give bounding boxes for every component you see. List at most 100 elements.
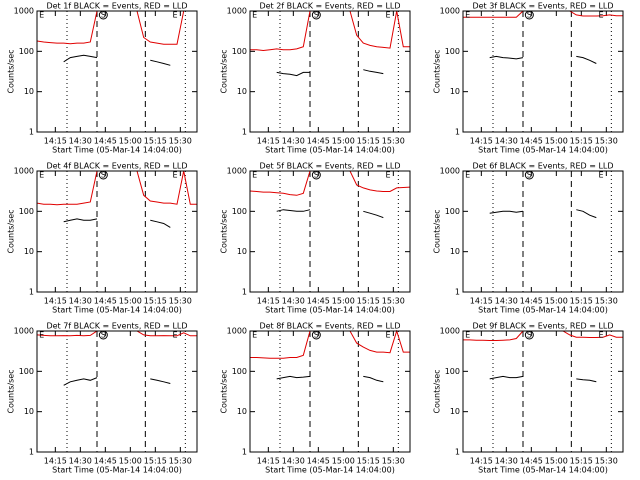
y-tick-label: 1 bbox=[29, 288, 34, 297]
x-tick-label: 15:30 bbox=[382, 297, 405, 306]
plot-frame bbox=[462, 10, 624, 133]
x-tick-label: 15:15 bbox=[570, 297, 593, 306]
x-tick-label: 14:45 bbox=[307, 457, 330, 466]
y-tick-label: 1000 bbox=[227, 327, 247, 336]
y-tick-label: 1 bbox=[29, 448, 34, 457]
y-tick-label: 10 bbox=[450, 407, 460, 416]
x-tick-label: 15:30 bbox=[169, 137, 192, 146]
annotation: S bbox=[527, 171, 532, 180]
y-tick-label: 100 bbox=[445, 367, 460, 376]
x-tick-label: 15:30 bbox=[595, 297, 618, 306]
y-tick-label: 10 bbox=[24, 407, 34, 416]
plot-frame bbox=[249, 330, 411, 453]
annotation: S bbox=[101, 11, 106, 20]
y-tick-label: 10 bbox=[450, 247, 460, 256]
x-tick-label: 15:15 bbox=[144, 297, 167, 306]
y-tick-label: 10 bbox=[237, 247, 247, 256]
chart-title: Det 5f BLACK = Events, RED = LLD bbox=[259, 162, 400, 171]
panel: Det 9f BLACK = Events, RED = LLD Start Ti… bbox=[433, 322, 624, 475]
x-tick-label: 14:30 bbox=[69, 137, 92, 146]
y-tick-label: 10 bbox=[24, 247, 34, 256]
panel: Det 1f BLACK = Events, RED = LLD Start Ti… bbox=[7, 2, 198, 155]
y-tick-label: 1000 bbox=[440, 7, 460, 16]
x-axis-label: Start Time (05-Mar-14 14:04:00) bbox=[265, 306, 395, 315]
y-tick-label: 10 bbox=[24, 87, 34, 96]
x-tick-label: 14:45 bbox=[94, 457, 117, 466]
x-axis-label: Start Time (05-Mar-14 14:04:00) bbox=[265, 466, 395, 475]
x-tick-label: 15:30 bbox=[382, 137, 405, 146]
y-tick-label: 1 bbox=[242, 288, 247, 297]
y-axis-label: Counts/sec bbox=[433, 209, 442, 253]
x-tick-label: 14:45 bbox=[520, 297, 543, 306]
chart-title: Det 8f BLACK = Events, RED = LLD bbox=[259, 322, 400, 331]
x-tick-label: 14:15 bbox=[44, 297, 67, 306]
plot-frame bbox=[36, 10, 198, 133]
x-tick-label: 14:15 bbox=[257, 137, 280, 146]
annotation: S bbox=[314, 331, 319, 340]
x-tick-label: 15:00 bbox=[545, 137, 568, 146]
x-tick-label: 14:30 bbox=[495, 297, 518, 306]
y-tick-label: 1 bbox=[242, 448, 247, 457]
annotation: E bbox=[39, 331, 44, 340]
x-tick-label: 14:30 bbox=[282, 297, 305, 306]
y-tick-label: 1 bbox=[242, 128, 247, 137]
x-tick-label: 14:15 bbox=[44, 137, 67, 146]
y-tick-label: 1000 bbox=[14, 7, 34, 16]
annotation: E bbox=[385, 11, 390, 20]
x-tick-label: 14:45 bbox=[94, 137, 117, 146]
annotation: E bbox=[598, 331, 603, 340]
x-axis-label: Start Time (05-Mar-14 14:04:00) bbox=[52, 306, 182, 315]
annotation: E bbox=[465, 171, 470, 180]
x-tick-label: 15:15 bbox=[357, 137, 380, 146]
plot-frame bbox=[249, 10, 411, 133]
x-tick-label: 14:15 bbox=[470, 457, 493, 466]
y-tick-label: 1000 bbox=[440, 327, 460, 336]
x-tick-label: 15:15 bbox=[357, 457, 380, 466]
annotation: E bbox=[172, 171, 177, 180]
annotation: E bbox=[172, 331, 177, 340]
data-line bbox=[276, 69, 384, 77]
y-axis-label: Counts/sec bbox=[7, 369, 16, 413]
y-axis-label: Counts/sec bbox=[220, 49, 229, 93]
x-axis-label: Start Time (05-Mar-14 14:04:00) bbox=[52, 146, 182, 155]
plot-frame bbox=[462, 330, 624, 453]
x-axis-label: Start Time (05-Mar-14 14:04:00) bbox=[478, 146, 608, 155]
x-tick-label: 14:15 bbox=[470, 297, 493, 306]
annotation: E bbox=[598, 11, 603, 20]
x-tick-label: 15:30 bbox=[595, 137, 618, 146]
panel: Det 3f BLACK = Events, RED = LLD Start Ti… bbox=[433, 2, 624, 155]
chart-title: Det 3f BLACK = Events, RED = LLD bbox=[472, 2, 613, 11]
y-tick-label: 1 bbox=[29, 128, 34, 137]
y-tick-label: 10 bbox=[237, 87, 247, 96]
y-axis-label: Counts/sec bbox=[220, 369, 229, 413]
plot-frame bbox=[462, 170, 624, 293]
y-tick-label: 10 bbox=[237, 407, 247, 416]
y-tick-label: 100 bbox=[232, 47, 247, 56]
annotation: E bbox=[465, 11, 470, 20]
x-tick-label: 15:00 bbox=[332, 297, 355, 306]
x-axis-label: Start Time (05-Mar-14 14:04:00) bbox=[52, 466, 182, 475]
annotation: E bbox=[598, 171, 603, 180]
y-tick-label: 100 bbox=[232, 207, 247, 216]
x-tick-label: 15:15 bbox=[570, 457, 593, 466]
x-tick-label: 14:15 bbox=[257, 457, 280, 466]
y-tick-label: 100 bbox=[19, 367, 34, 376]
chart-title: Det 6f BLACK = Events, RED = LLD bbox=[472, 162, 613, 171]
y-tick-label: 1 bbox=[455, 128, 460, 137]
y-axis-label: Counts/sec bbox=[220, 209, 229, 253]
y-axis-label: Counts/sec bbox=[433, 49, 442, 93]
y-tick-label: 1000 bbox=[227, 167, 247, 176]
x-tick-label: 15:00 bbox=[119, 457, 142, 466]
x-tick-label: 15:15 bbox=[570, 137, 593, 146]
y-tick-label: 100 bbox=[445, 47, 460, 56]
x-tick-label: 14:30 bbox=[495, 137, 518, 146]
x-tick-label: 15:00 bbox=[332, 137, 355, 146]
annotation: E bbox=[465, 331, 470, 340]
annotation: E bbox=[172, 11, 177, 20]
data-line bbox=[63, 218, 171, 228]
x-tick-label: 14:45 bbox=[307, 297, 330, 306]
x-tick-label: 15:00 bbox=[545, 297, 568, 306]
data-line bbox=[63, 377, 171, 386]
